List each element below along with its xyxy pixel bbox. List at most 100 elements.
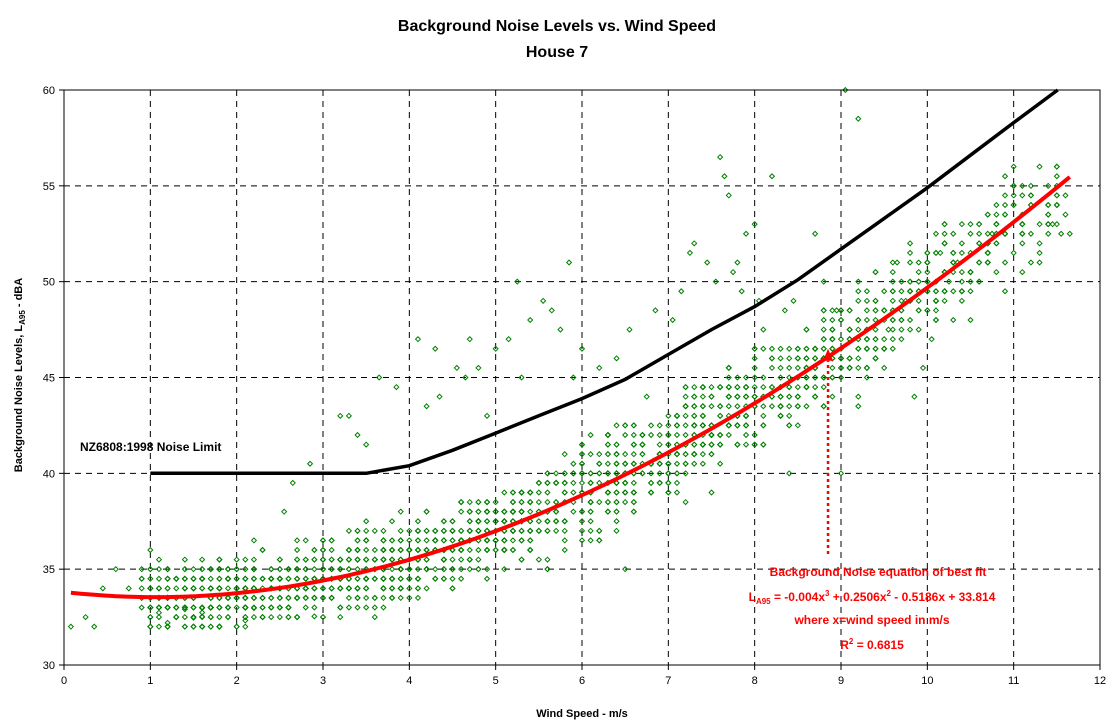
- data-point: [561, 479, 568, 487]
- data-point: [898, 326, 905, 333]
- data-point: [483, 508, 491, 515]
- data-point: [673, 422, 681, 429]
- data-point: [1027, 182, 1035, 189]
- data-point: [302, 594, 309, 602]
- data-point: [742, 393, 750, 400]
- data-point: [578, 508, 586, 515]
- data-point: [717, 412, 724, 419]
- data-point: [837, 307, 845, 314]
- data-point: [164, 585, 171, 592]
- data-point: [453, 364, 460, 372]
- data-point: [319, 546, 327, 554]
- data-point: [863, 345, 871, 352]
- data-point: [1001, 230, 1009, 237]
- data-point: [337, 613, 344, 621]
- data-point: [699, 403, 706, 410]
- data-point: [673, 451, 681, 458]
- data-point: [190, 585, 197, 592]
- data-point: [354, 556, 361, 563]
- x-tick-label: 8: [752, 675, 758, 687]
- data-point: [233, 556, 240, 563]
- data-point: [717, 431, 724, 439]
- data-point: [207, 585, 214, 592]
- data-point: [363, 585, 370, 592]
- data-point: [725, 422, 732, 429]
- data-point: [380, 585, 387, 592]
- data-point: [311, 546, 318, 554]
- data-point: [268, 566, 275, 573]
- data-point: [552, 479, 560, 487]
- data-point: [820, 374, 827, 381]
- data-point: [371, 575, 378, 582]
- data-point: [268, 604, 275, 611]
- data-point: [535, 518, 542, 525]
- data-point: [855, 345, 862, 352]
- y-axis-label-subscript: A95: [18, 310, 27, 325]
- data-point: [898, 336, 905, 343]
- data-point: [725, 422, 732, 429]
- data-point: [829, 307, 836, 314]
- data-point: [898, 278, 905, 285]
- data-point: [1053, 192, 1060, 199]
- data-point: [872, 268, 879, 276]
- data-point: [354, 527, 361, 534]
- data-point: [363, 594, 370, 602]
- data-point: [578, 451, 586, 458]
- data-point: [483, 537, 491, 544]
- data-point: [665, 431, 672, 439]
- data-point: [216, 585, 223, 592]
- data-point: [302, 575, 309, 582]
- data-point: [509, 546, 517, 554]
- data-point: [941, 288, 948, 295]
- data-point: [768, 345, 776, 352]
- data-point: [328, 537, 335, 544]
- data-point: [665, 479, 672, 487]
- data-point: [501, 566, 508, 573]
- data-point: [751, 374, 758, 381]
- data-point: [691, 451, 698, 458]
- data-point: [552, 479, 560, 487]
- data-point: [302, 585, 309, 592]
- data-point: [1045, 201, 1052, 209]
- data-point: [587, 498, 594, 506]
- data-point: [889, 316, 896, 324]
- data-point: [1045, 221, 1052, 228]
- data-point: [958, 288, 965, 295]
- data-point: [125, 585, 132, 592]
- data-point: [742, 422, 750, 429]
- data-point: [414, 546, 422, 554]
- data-point: [199, 575, 206, 582]
- data-point: [259, 594, 266, 602]
- data-point: [181, 585, 188, 592]
- data-point: [354, 585, 361, 592]
- data-point: [363, 585, 370, 592]
- data-point: [276, 575, 283, 582]
- data-point: [207, 566, 214, 573]
- data-point: [760, 441, 767, 448]
- data-point: [587, 479, 594, 487]
- data-point: [622, 498, 629, 506]
- data-point: [505, 336, 512, 343]
- data-point: [708, 383, 715, 391]
- data-point: [604, 508, 612, 515]
- data-point: [777, 393, 784, 400]
- data-point: [777, 403, 784, 410]
- data-point: [224, 594, 232, 602]
- data-point: [371, 546, 378, 554]
- data-point: [475, 527, 482, 534]
- data-point: [794, 393, 801, 400]
- data-point: [388, 556, 396, 563]
- data-point: [337, 412, 344, 419]
- data-point: [393, 383, 400, 391]
- data-point: [501, 546, 508, 554]
- data-point: [548, 307, 555, 314]
- data-point: [881, 345, 888, 352]
- fit-annotation: Background Noise equation of best fit LA…: [749, 348, 996, 652]
- data-point: [872, 326, 879, 333]
- data-point: [224, 575, 232, 582]
- data-point: [458, 546, 465, 554]
- data-point: [328, 594, 335, 602]
- data-point: [889, 288, 896, 295]
- data-point: [734, 393, 741, 400]
- data-point: [406, 527, 413, 534]
